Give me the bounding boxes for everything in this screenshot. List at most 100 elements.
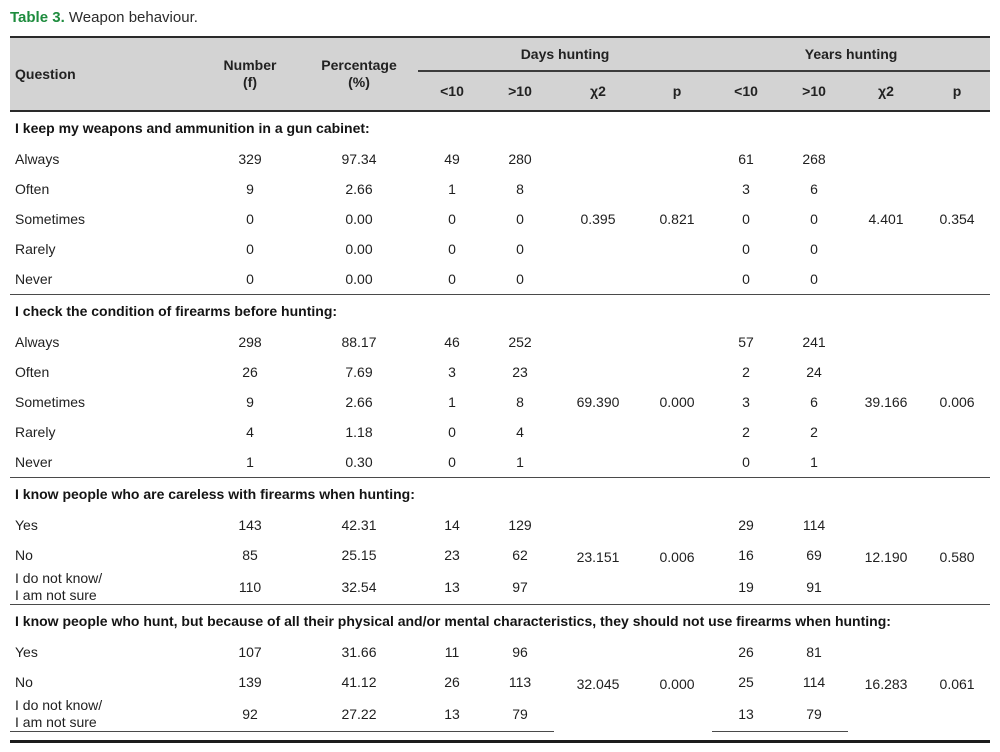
cell-days-gt10: 113 <box>508 673 532 690</box>
section-question: I keep my weapons and ammunition in a gu… <box>15 119 370 136</box>
table-row: I do not know/ I am not sure 110 32.54 1… <box>10 570 990 605</box>
answer-label: I do not know/ I am not sure <box>10 697 200 732</box>
cell-years-lt10: 19 <box>738 578 754 595</box>
cell-days-gt10: 0 <box>516 240 524 257</box>
cell-days-chi2: 23.151 <box>576 548 620 565</box>
cell-percentage: 2.66 <box>345 180 373 197</box>
cell-number: 0 <box>246 270 254 287</box>
col-header-years-lt10: <10 <box>712 71 781 111</box>
col-header-years-chi2: χ2 <box>848 71 925 111</box>
cell-days-gt10: 8 <box>516 393 524 410</box>
cell-days-p: 0.000 <box>659 393 695 410</box>
cell-number: 26 <box>242 363 258 380</box>
section-question: I check the condition of firearms before… <box>10 294 991 327</box>
cell-number: 298 <box>238 333 262 350</box>
section-question: I know people who hunt, but because of a… <box>10 604 991 637</box>
table-row: Yes 143 42.31 14 129 23.151 0.006 29 114… <box>10 510 990 565</box>
cell-years-gt10: 81 <box>806 643 822 660</box>
cell-days-lt10: 49 <box>444 150 460 167</box>
section-question-row: I check the condition of firearms before… <box>10 294 991 327</box>
cell-days-lt10: 0 <box>448 453 456 470</box>
cell-percentage: 41.12 <box>341 673 377 690</box>
section-question: I know people who are careless with fire… <box>10 477 991 510</box>
cell-years-gt10: 0 <box>810 270 818 287</box>
cell-number: 0 <box>246 210 254 227</box>
cell-years-chi2: 16.283 <box>864 675 908 692</box>
cell-years-p: 0.580 <box>939 548 975 565</box>
cell-number: 9 <box>246 393 254 410</box>
table-row: I do not know/ I am not sure 92 27.22 13… <box>10 697 990 732</box>
cell-years-p: 0.061 <box>939 675 975 692</box>
cell-years-lt10: 57 <box>738 333 754 350</box>
table-header: Question Number (f) Percentage (%) Days … <box>10 37 991 111</box>
cell-days-p: 0.000 <box>659 675 695 692</box>
table-row: Always 298 88.17 46 252 69.390 0.000 57 … <box>10 327 990 410</box>
cell-days-chi2: 0.395 <box>580 210 616 227</box>
col-group-days-hunting: Days hunting <box>418 37 713 72</box>
answer-label: Always <box>15 333 60 350</box>
table-row: Sometimes 0 0.00 0 0 0 0 <box>10 204 990 234</box>
answer-label: Often <box>15 180 50 197</box>
cell-years-gt10: 0 <box>810 240 818 257</box>
cell-years-gt10: 114 <box>802 516 826 533</box>
cell-years-gt10: 2 <box>810 423 818 440</box>
answer-label: Sometimes <box>15 210 86 227</box>
cell-days-lt10: 46 <box>444 333 460 350</box>
section-question-row: I know people who hunt, but because of a… <box>10 604 991 637</box>
cell-days-gt10: 129 <box>508 516 532 533</box>
cell-years-lt10: 61 <box>738 150 754 167</box>
cell-years-gt10: 6 <box>810 393 818 410</box>
cell-days-lt10: 13 <box>418 697 486 732</box>
cell-percentage: 27.22 <box>300 697 418 732</box>
col-header-days-chi2: χ2 <box>554 71 642 111</box>
table-section-gun-cabinet: I keep my weapons and ammunition in a gu… <box>10 111 990 295</box>
col-header-days-lt10: <10 <box>418 71 486 111</box>
cell-days-lt10: 0 <box>448 210 456 227</box>
cell-years-lt10: 0 <box>742 240 750 257</box>
answer-label: Never <box>15 270 53 287</box>
table-row: Sometimes 9 2.66 1 8 3 6 <box>10 387 990 417</box>
answer-label: Sometimes <box>15 393 86 410</box>
table-row: Rarely 4 1.18 0 4 2 2 <box>10 417 990 447</box>
cell-number: 110 <box>238 578 262 595</box>
table-caption: Table 3. Weapon behaviour. <box>10 7 990 29</box>
cell-number: 92 <box>200 697 300 732</box>
cell-days-lt10: 0 <box>448 270 456 287</box>
cell-years-p: 0.006 <box>939 393 975 410</box>
cell-percentage: 7.69 <box>345 363 373 380</box>
table-section-unfit-hunters: I know people who hunt, but because of a… <box>10 604 991 732</box>
cell-percentage: 31.66 <box>341 643 377 660</box>
cell-years-lt10: 2 <box>742 423 750 440</box>
table-row: No 85 25.15 23 62 16 69 <box>10 540 990 570</box>
cell-days-lt10: 1 <box>448 180 456 197</box>
header-group-row: Question Number (f) Percentage (%) Days … <box>10 37 991 111</box>
answer-label: Rarely <box>15 423 56 440</box>
answer-label: Yes <box>15 643 38 660</box>
cell-percentage: 97.34 <box>341 150 377 167</box>
cell-days-chi2: 69.390 <box>576 393 620 410</box>
cell-percentage: 25.15 <box>341 546 377 563</box>
weapon-behaviour-table: Question Number (f) Percentage (%) Days … <box>10 36 991 732</box>
cell-days-p: 0.821 <box>659 210 695 227</box>
col-header-question: Question <box>10 37 200 111</box>
cell-days-gt10: 1 <box>516 453 524 470</box>
cell-number: 4 <box>246 423 254 440</box>
cell-years-gt10: 1 <box>810 453 818 470</box>
cell-number: 0 <box>246 240 254 257</box>
cell-days-gt10: 62 <box>512 546 528 563</box>
cell-years-lt10: 0 <box>742 453 750 470</box>
cell-days-lt10: 1 <box>448 393 456 410</box>
cell-years-gt10: 0 <box>810 210 818 227</box>
cell-days-lt10: 26 <box>444 673 460 690</box>
cell-days-gt10: 97 <box>512 578 528 595</box>
table-row: Yes 107 31.66 11 96 32.045 0.000 26 81 1… <box>10 637 990 692</box>
table-row: Never 1 0.30 0 1 0 1 <box>10 447 990 478</box>
answer-label: Never <box>15 453 53 470</box>
cell-days-gt10: 0 <box>516 210 524 227</box>
cell-years-gt10: 268 <box>802 150 826 167</box>
table-row: Rarely 0 0.00 0 0 0 0 <box>10 234 990 264</box>
col-header-days-p: p <box>642 71 713 111</box>
cell-number: 9 <box>246 180 254 197</box>
answer-label: Always <box>15 150 60 167</box>
